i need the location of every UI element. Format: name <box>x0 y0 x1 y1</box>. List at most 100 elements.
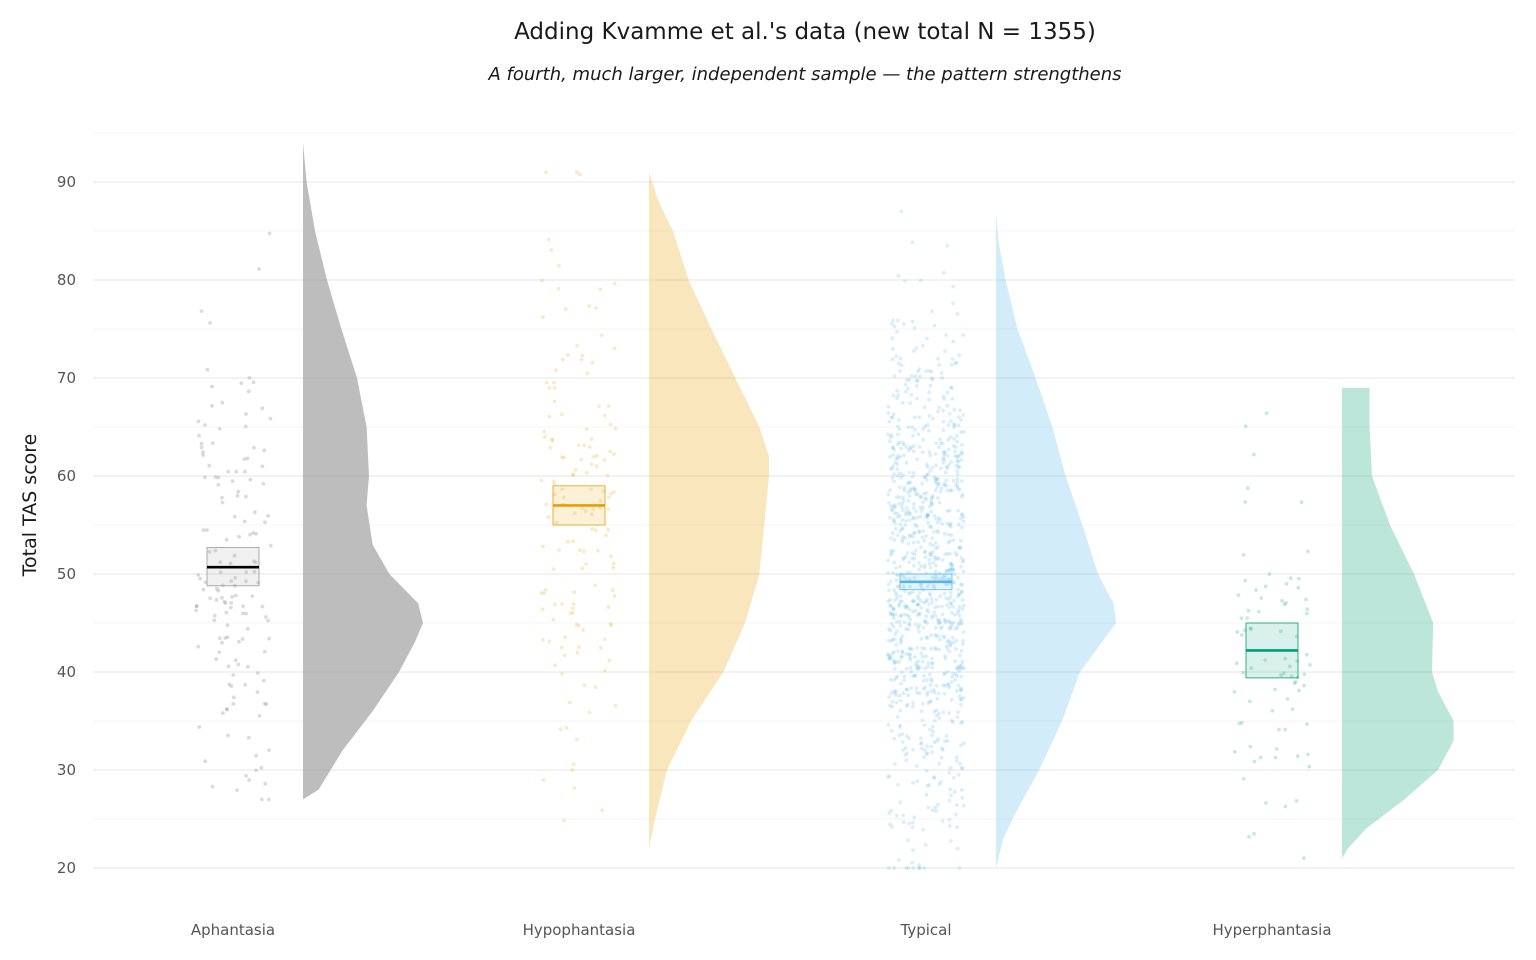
data-point <box>589 512 594 517</box>
data-point <box>930 536 934 541</box>
data-point <box>898 613 903 618</box>
data-point <box>960 659 965 664</box>
data-point <box>949 601 953 605</box>
data-point <box>1305 549 1310 554</box>
data-point <box>1288 576 1293 581</box>
data-point <box>928 524 932 529</box>
data-point <box>933 564 938 568</box>
data-point <box>611 561 616 566</box>
data-point <box>916 664 920 669</box>
data-point <box>544 502 549 507</box>
data-point <box>894 660 899 664</box>
data-point <box>929 369 934 374</box>
data-point <box>929 646 934 651</box>
data-point <box>1232 689 1237 694</box>
data-point <box>903 279 907 283</box>
data-point <box>888 604 893 609</box>
data-point <box>893 691 897 696</box>
data-point <box>1302 683 1306 688</box>
data-point <box>916 432 921 437</box>
data-point <box>911 599 916 604</box>
data-point <box>946 577 951 582</box>
data-point <box>946 423 951 427</box>
data-point <box>917 866 922 870</box>
data-point <box>1290 707 1295 712</box>
data-point <box>950 720 955 724</box>
data-point <box>955 439 960 444</box>
density-cloud-typical <box>996 211 1116 868</box>
data-point <box>948 567 953 571</box>
data-point <box>1232 749 1237 754</box>
data-point <box>901 440 905 445</box>
data-point <box>920 450 925 455</box>
data-point <box>262 701 267 706</box>
data-point <box>933 478 938 483</box>
data-point <box>912 598 916 603</box>
data-point <box>928 699 932 704</box>
data-point <box>894 572 899 577</box>
data-point <box>892 678 897 682</box>
data-point <box>570 606 575 611</box>
data-point <box>910 556 915 561</box>
data-point <box>934 516 938 521</box>
data-point <box>942 531 947 536</box>
data-point <box>216 482 221 487</box>
data-point <box>886 558 890 563</box>
data-point <box>551 567 556 572</box>
data-point <box>954 647 958 651</box>
data-point <box>918 665 922 670</box>
data-point <box>1256 609 1261 614</box>
data-point <box>1249 666 1254 671</box>
data-point <box>913 673 918 678</box>
data-point <box>557 548 562 552</box>
data-point <box>937 482 941 486</box>
data-point <box>896 442 900 447</box>
data-point <box>894 456 899 461</box>
data-point <box>940 604 944 609</box>
data-point <box>899 638 904 643</box>
data-point <box>940 624 944 629</box>
data-point <box>887 866 891 870</box>
data-point <box>948 524 953 529</box>
data-point <box>557 263 561 268</box>
data-point <box>541 778 546 782</box>
data-point <box>603 413 607 418</box>
data-point <box>927 428 931 433</box>
data-point <box>891 548 896 553</box>
data-point <box>567 700 572 705</box>
data-point <box>942 591 947 596</box>
data-point <box>947 539 952 543</box>
data-point <box>898 800 903 805</box>
data-point <box>924 515 928 520</box>
data-point <box>584 509 588 513</box>
data-point <box>912 815 917 820</box>
data-point <box>919 736 923 740</box>
data-point <box>261 481 266 486</box>
data-point <box>888 455 892 459</box>
data-point <box>224 537 229 542</box>
data-point <box>915 602 920 607</box>
data-point <box>266 618 270 623</box>
data-point <box>933 557 938 562</box>
data-point <box>934 476 938 481</box>
data-point <box>895 424 900 429</box>
data-point <box>225 707 230 712</box>
data-point <box>954 360 959 365</box>
data-point <box>947 568 952 572</box>
data-point <box>960 589 964 594</box>
data-point <box>899 446 904 451</box>
data-point <box>1274 747 1279 751</box>
data-point <box>931 561 936 565</box>
data-point <box>946 597 951 602</box>
data-point <box>950 396 955 401</box>
data-point <box>894 643 898 647</box>
data-point <box>245 664 250 669</box>
y-tick-label: 60 <box>57 467 76 485</box>
data-point <box>950 566 955 571</box>
data-point <box>950 357 955 361</box>
data-point <box>251 531 256 535</box>
data-point <box>923 555 928 559</box>
data-point <box>927 390 932 395</box>
data-point <box>903 605 908 610</box>
